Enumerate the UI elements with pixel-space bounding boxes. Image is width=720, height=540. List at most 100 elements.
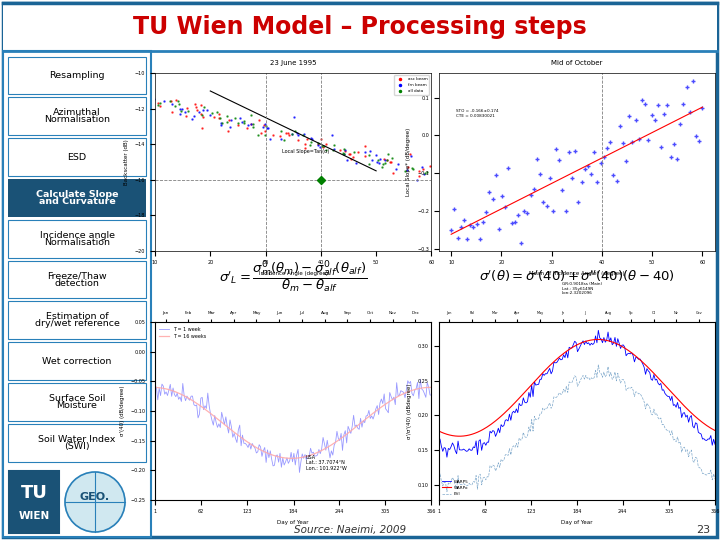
T = 16 weeks [202,407,211,414]
T = 1 week [162,389,171,395]
WARPo [594,336,603,343]
Text: Moisture: Moisture [57,401,97,410]
T = 16 weeks [162,386,171,392]
Text: Surface Soil: Surface Soil [49,394,105,403]
Text: Local Slope=Tan(α): Local Slope=Tan(α) [282,149,329,154]
WARP5 [594,327,603,334]
T = 1 week [225,430,233,436]
X-axis label: Incidence Angle (degree): Incidence Angle (degree) [258,271,328,276]
WARP5 [452,450,461,457]
Text: TU Wien Model – Processing steps: TU Wien Model – Processing steps [133,15,587,39]
Text: Freeze/Thaw: Freeze/Thaw [48,271,107,280]
Text: dry/wet reference: dry/wet reference [35,319,120,328]
Bar [3,51,151,537]
Text: detection: detection [55,279,99,287]
T = 16 weeks [150,384,159,390]
WARPo [451,433,459,439]
WARPo [690,412,698,418]
Text: Resampling: Resampling [49,71,104,80]
X-axis label: Day of Year: Day of Year [277,520,309,525]
Legend: T = 1 week, T = 16 weeks: T = 1 week, T = 16 weeks [158,325,208,341]
WARP5 [447,443,456,450]
Title: 23 June 1995: 23 June 1995 [270,60,317,66]
Y-axis label: σ'/σ'(40) (dBdegree): σ'/σ'(40) (dBdegree) [408,383,413,439]
WARP5 [487,430,495,436]
Bar [8,220,146,258]
WARP5 [434,442,443,448]
Text: GR:0.9018ss (Main)
Lat.: 35y6149N
Lon:2.3202096: GR:0.9018ss (Main) Lat.: 35y6149N Lon:2.… [562,282,602,295]
Text: Estimation of: Estimation of [45,312,108,321]
Text: and Curvature: and Curvature [39,197,115,206]
WARPo [434,428,443,434]
Text: Normalisation: Normalisation [44,238,110,247]
Bar [8,97,146,135]
WARP5 [711,441,719,448]
WARPo [711,427,719,434]
Y-axis label: σ'(40) (dB/degree): σ'(40) (dB/degree) [120,386,125,436]
Bar [8,383,146,421]
Line: WARP5: WARP5 [438,330,715,457]
T = 16 weeks [287,455,295,462]
X-axis label: Mean of Incidence Angle* (degree): Mean of Incidence Angle* (degree) [529,271,625,276]
Text: $\sigma'_L = \dfrac{\sigma^0_m(\theta_m) - \sigma^0_{alf}(\theta_{alf})}{\theta_: $\sigma'_L = \dfrac{\sigma^0_m(\theta_m)… [219,258,367,295]
Bar [8,57,146,94]
Y-axis label: Backscatter (dB): Backscatter (dB) [125,139,130,185]
Text: Normalisation: Normalisation [44,116,110,124]
X-axis label: Day of Year: Day of Year [561,520,593,525]
T = 1 week [427,392,436,399]
EVI [690,459,698,465]
Text: Source: Naeimi, 2009: Source: Naeimi, 2009 [294,525,406,535]
EVI [700,470,708,476]
T = 16 weeks [415,386,423,392]
Bar [8,424,146,462]
Text: Incidence angle: Incidence angle [40,231,114,240]
Text: Wet correction: Wet correction [42,356,112,366]
T = 1 week [295,469,304,476]
T = 1 week [405,380,413,387]
WARPo [455,433,464,440]
T = 1 week [202,405,211,411]
EVI [447,478,456,484]
WARP5 [443,454,451,461]
WARPo [487,421,495,427]
WARPo [509,401,518,407]
Text: Soil Water Index: Soil Water Index [38,435,116,443]
EVI [711,476,719,482]
EVI [509,443,518,449]
Line: EVI: EVI [438,365,715,492]
Text: ESD: ESD [68,152,86,161]
EVI [443,489,451,495]
Text: 23: 23 [696,525,710,535]
Bar [3,3,717,51]
WARP5 [690,424,698,431]
Bar [8,301,146,339]
Text: GEO.: GEO. [80,492,110,502]
WARPo [700,420,708,427]
T = 1 week [150,382,159,388]
Text: Calculate Slope: Calculate Slope [36,190,118,199]
T = 16 weeks [405,388,413,395]
EVI [452,485,461,491]
Bar [8,260,146,298]
Title: Mid of October: Mid of October [551,60,603,66]
T = 16 weeks [426,384,434,390]
Bar [8,138,146,176]
T = 16 weeks [167,387,176,394]
EVI [434,476,443,483]
EVI [594,362,603,368]
Legend: asc beam, frn beam, all data: asc beam, frn beam, all data [395,75,429,95]
Text: WIEN: WIEN [19,511,50,521]
Legend: WARP5, WARPo, EVI: WARP5, WARPo, EVI [441,478,470,498]
Bar [9,471,59,533]
Text: (SWI): (SWI) [64,442,90,451]
Text: STO = -0.166±0.174
CTE = 0.00830021: STO = -0.166±0.174 CTE = 0.00830021 [456,109,499,118]
WARP5 [509,408,518,415]
T = 16 weeks [225,424,233,431]
T = 16 weeks [427,384,436,390]
WARPo [446,432,454,438]
EVI [487,464,495,471]
Circle shape [65,472,125,532]
Line: WARPo: WARPo [438,340,715,436]
Text: USA
Lat.: 37.7074°N
Lon.: 101.922°W: USA Lat.: 37.7074°N Lon.: 101.922°W [306,455,346,471]
Bar [8,179,146,217]
